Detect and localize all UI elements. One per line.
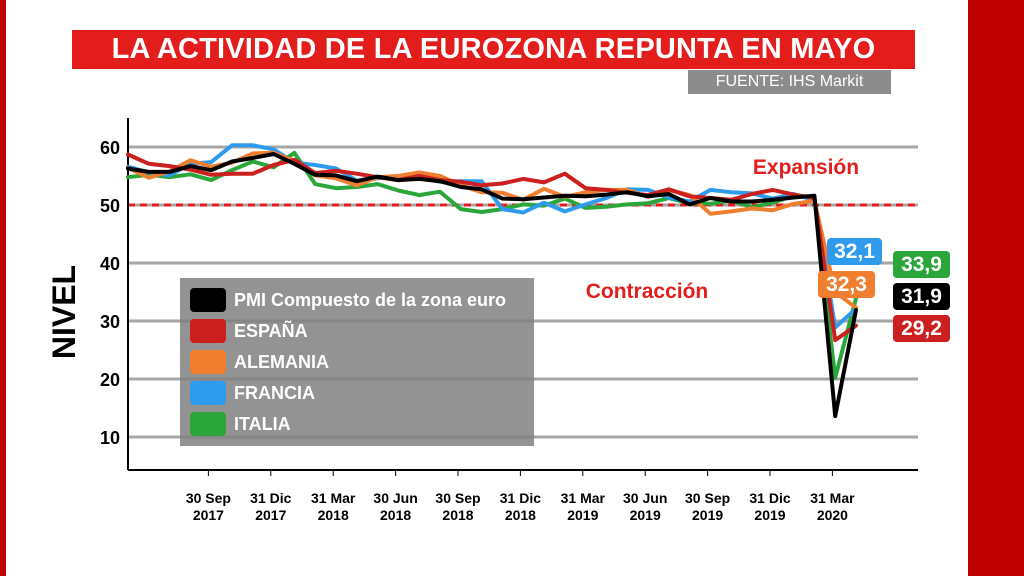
legend-swatch-alemania — [190, 350, 226, 374]
x-tick-label-line2: 2018 — [380, 507, 411, 523]
legend-item-francia: FRANCIA — [190, 380, 315, 406]
legend-swatch-italia — [190, 412, 226, 436]
legend-swatch-espana — [190, 319, 226, 343]
x-tick-label-line1: 30 Sep — [186, 490, 231, 506]
x-tick-label-line2: 2019 — [754, 507, 785, 523]
legend-swatch-eurozone — [190, 288, 226, 312]
legend-item-eurozone: PMI Compuesto de la zona euro — [190, 287, 506, 313]
end-label-eurozone: 31,9 — [893, 283, 950, 310]
legend-item-alemania: ALEMANIA — [190, 349, 329, 375]
contraction-annotation: Contracción — [586, 280, 709, 303]
chart-title: LA ACTIVIDAD DE LA EUROZONA REPUNTA EN M… — [72, 30, 915, 69]
x-tick-label-line1: 30 Jun — [623, 490, 667, 506]
series-line-eurozone — [126, 152, 858, 419]
end-label-alemania: 32,3 — [818, 271, 875, 298]
left-red-border — [0, 0, 6, 576]
series-line-espana — [126, 152, 858, 343]
x-tick-label-line1: 30 Sep — [435, 490, 480, 506]
end-label-francia: 32,1 — [827, 238, 882, 265]
y-tick-labels: 10 20 30 40 50 60 — [100, 138, 120, 448]
legend-label-espana: ESPAÑA — [234, 320, 308, 341]
right-red-border — [968, 0, 1024, 576]
y-tick-label: 10 — [100, 428, 120, 448]
x-tick-label-line2: 2018 — [505, 507, 536, 523]
x-tick-label-line2: 2019 — [630, 507, 661, 523]
legend-item-italia: ITALIA — [190, 411, 291, 437]
legend-label-eurozone: PMI Compuesto de la zona euro — [234, 289, 507, 310]
expansion-annotation: Expansión — [753, 156, 859, 179]
x-tick-label-line2: 2019 — [567, 507, 598, 523]
legend-swatch-francia — [190, 381, 226, 405]
legend-label-francia: FRANCIA — [234, 382, 315, 403]
y-tick-label: 60 — [100, 138, 120, 158]
x-tick-label-line1: 31 Dic — [250, 490, 291, 506]
end-label-espana: 29,2 — [893, 315, 950, 342]
x-tick-label-line2: 2020 — [817, 507, 848, 523]
x-tick-label-line2: 2018 — [442, 507, 473, 523]
x-tick-label-line1: 31 Dic — [500, 490, 541, 506]
x-tick-label-line2: 2019 — [692, 507, 723, 523]
x-tick-label-line2: 2017 — [193, 507, 224, 523]
legend-label-italia: ITALIA — [234, 413, 291, 434]
end-label-italia: 33,9 — [893, 251, 950, 278]
x-tick-label-line2: 2017 — [255, 507, 286, 523]
x-tick-label-line1: 30 Jun — [373, 490, 417, 506]
series-lines — [126, 143, 858, 419]
x-tick-label-line1: 31 Mar — [311, 490, 356, 506]
x-tick-label-line1: 31 Mar — [561, 490, 606, 506]
x-tick-label-line2: 2018 — [318, 507, 349, 523]
x-tick-label-line1: 31 Dic — [749, 490, 790, 506]
legend-item-espana: ESPAÑA — [190, 318, 308, 344]
y-tick-label: 20 — [100, 370, 120, 390]
y-tick-label: 40 — [100, 254, 120, 274]
y-tick-label: 50 — [100, 196, 120, 216]
y-tick-label: 30 — [100, 312, 120, 332]
legend-label-alemania: ALEMANIA — [234, 351, 329, 372]
legend: PMI Compuesto de la zona euro ESPAÑA ALE… — [180, 278, 534, 446]
x-tick-label-line1: 31 Mar — [810, 490, 855, 506]
source-label: FUENTE: IHS Markit — [688, 70, 891, 94]
x-tick-label-line1: 30 Sep — [685, 490, 730, 506]
